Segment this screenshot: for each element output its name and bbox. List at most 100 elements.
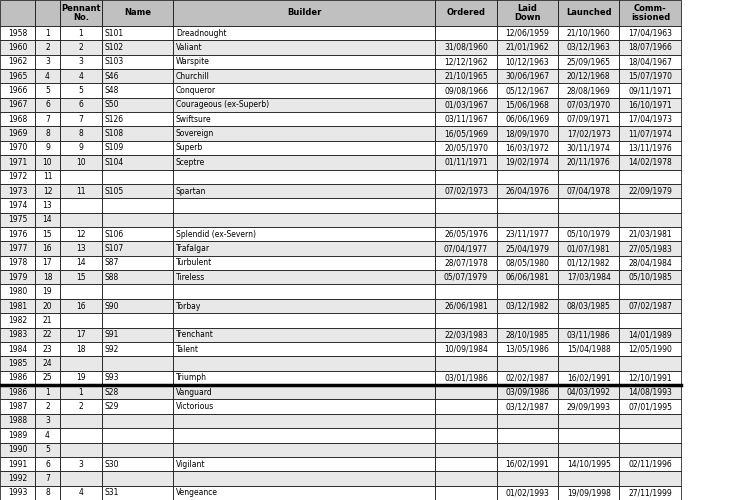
Bar <box>558 442 619 457</box>
Bar <box>102 400 173 414</box>
Text: Turbulent: Turbulent <box>176 258 212 268</box>
Text: 27/11/1999: 27/11/1999 <box>628 488 672 498</box>
Text: Laid
Down: Laid Down <box>514 4 541 22</box>
Bar <box>0 242 35 256</box>
Text: 01/03/1967: 01/03/1967 <box>444 100 488 110</box>
Text: 16/03/1972: 16/03/1972 <box>506 144 549 152</box>
Text: 28/10/1985: 28/10/1985 <box>506 330 549 340</box>
Text: 15/07/1970: 15/07/1970 <box>628 72 672 80</box>
Text: 1981: 1981 <box>8 302 27 310</box>
Text: 1973: 1973 <box>8 186 27 196</box>
Text: 23: 23 <box>43 344 52 354</box>
Text: 19: 19 <box>76 374 85 382</box>
Bar <box>35 98 60 112</box>
Bar <box>497 299 558 313</box>
Bar <box>60 40 102 54</box>
Bar <box>60 385 102 400</box>
Bar <box>619 84 681 98</box>
Bar <box>35 299 60 313</box>
Text: 08/03/1985: 08/03/1985 <box>567 302 610 310</box>
Text: 1965: 1965 <box>8 72 27 80</box>
Bar <box>435 472 497 486</box>
Text: 16/02/1991: 16/02/1991 <box>567 374 610 382</box>
Bar <box>173 256 435 270</box>
Text: 7: 7 <box>45 474 50 483</box>
Bar <box>173 385 435 400</box>
Bar <box>558 126 619 141</box>
Bar <box>619 256 681 270</box>
Text: S30: S30 <box>105 460 119 468</box>
Text: Splendid (ex-Severn): Splendid (ex-Severn) <box>176 230 256 238</box>
Bar <box>35 370 60 385</box>
Bar <box>619 40 681 54</box>
Bar <box>173 227 435 242</box>
Bar <box>0 428 35 442</box>
Text: 17: 17 <box>76 330 85 340</box>
Bar <box>35 242 60 256</box>
Bar <box>102 442 173 457</box>
Bar <box>558 112 619 126</box>
Text: 22/03/1983: 22/03/1983 <box>444 330 488 340</box>
Bar <box>497 84 558 98</box>
Text: Triumph: Triumph <box>176 374 206 382</box>
Bar <box>60 414 102 428</box>
Text: 6: 6 <box>79 100 83 110</box>
Text: 1972: 1972 <box>8 172 27 181</box>
Text: 15: 15 <box>43 230 52 238</box>
Text: 16/02/1991: 16/02/1991 <box>506 460 549 468</box>
Bar <box>35 457 60 471</box>
Bar <box>435 356 497 370</box>
Bar <box>0 313 35 328</box>
Text: 07/03/1970: 07/03/1970 <box>567 100 610 110</box>
Text: 6: 6 <box>45 460 50 468</box>
Bar <box>60 370 102 385</box>
Bar <box>102 98 173 112</box>
Bar <box>173 54 435 69</box>
Text: 17/04/1973: 17/04/1973 <box>628 115 672 124</box>
Bar <box>497 227 558 242</box>
Text: 8: 8 <box>45 488 50 498</box>
Bar <box>173 242 435 256</box>
Bar <box>558 242 619 256</box>
Bar <box>102 54 173 69</box>
Text: 16/05/1969: 16/05/1969 <box>444 129 488 138</box>
Bar <box>0 227 35 242</box>
Text: 05/07/1979: 05/07/1979 <box>444 273 488 282</box>
Bar <box>619 313 681 328</box>
Bar <box>497 472 558 486</box>
Bar <box>60 428 102 442</box>
Text: Superb: Superb <box>176 144 203 152</box>
Text: Talent: Talent <box>176 344 199 354</box>
Bar <box>558 414 619 428</box>
Text: 03/09/1986: 03/09/1986 <box>506 388 549 396</box>
Text: 2: 2 <box>45 402 50 411</box>
Bar <box>558 170 619 184</box>
Text: 3: 3 <box>79 58 83 66</box>
Bar <box>558 98 619 112</box>
Bar <box>497 400 558 414</box>
Text: 1990: 1990 <box>8 445 27 454</box>
Text: 03/11/1986: 03/11/1986 <box>567 330 610 340</box>
Bar <box>60 184 102 198</box>
Bar <box>435 69 497 84</box>
Bar <box>435 299 497 313</box>
Text: S102: S102 <box>105 43 124 52</box>
Bar <box>35 313 60 328</box>
Text: 1986: 1986 <box>8 374 27 382</box>
Bar <box>35 155 60 170</box>
Text: 12/06/1959: 12/06/1959 <box>506 28 549 38</box>
Bar <box>435 270 497 284</box>
Bar <box>0 69 35 84</box>
Bar <box>558 212 619 227</box>
Text: 05/10/1979: 05/10/1979 <box>567 230 610 238</box>
Text: 13: 13 <box>76 244 85 253</box>
Bar <box>0 112 35 126</box>
Bar <box>173 299 435 313</box>
Text: 11/07/1974: 11/07/1974 <box>628 129 672 138</box>
Bar <box>619 414 681 428</box>
Text: Comm-
issioned: Comm- issioned <box>631 4 670 22</box>
Bar <box>35 112 60 126</box>
Bar <box>35 414 60 428</box>
Text: 10: 10 <box>43 158 52 167</box>
Text: 17/02/1973: 17/02/1973 <box>567 129 610 138</box>
